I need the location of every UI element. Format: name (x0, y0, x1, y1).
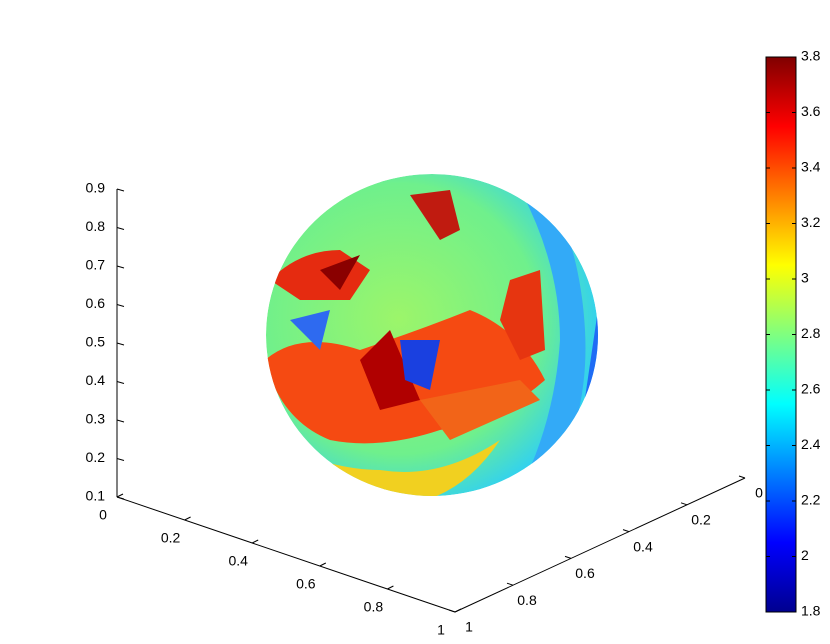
colorbar-tick-label: 2.4 (801, 436, 821, 452)
colorbar (765, 56, 797, 613)
y-tick-label: 0 (755, 485, 763, 501)
x-axis-line (116, 496, 456, 613)
z-tick-label: 0.3 (86, 411, 106, 427)
z-tick-label: 0.4 (86, 372, 106, 388)
z-tick (116, 265, 125, 269)
z-tick (116, 496, 125, 500)
y-tick-label: 0.4 (633, 538, 653, 554)
sphere-surface (266, 174, 598, 496)
x-tick (251, 539, 259, 544)
x-tick (454, 608, 462, 613)
y-axis-line (454, 477, 746, 613)
z-tick-label: 0.7 (86, 257, 106, 273)
y-tick (564, 555, 572, 559)
y-tick-label: 0.2 (691, 512, 711, 528)
y-tick-label: 0.8 (517, 592, 537, 608)
z-tick-label: 0.5 (86, 334, 106, 350)
x-tick-label: 0.2 (161, 530, 181, 546)
x-tick (387, 585, 394, 590)
colorbar-tick-label: 3.4 (801, 159, 821, 175)
x-tick (116, 493, 124, 498)
y-tick (738, 475, 746, 479)
z-tick (116, 304, 125, 307)
y-tick (622, 529, 630, 533)
z-tick-label: 0.2 (86, 449, 106, 465)
colorbar-tick-label: 2.6 (801, 381, 821, 397)
colorbar-tick-label: 1.8 (801, 603, 821, 619)
y-tick-label: 0.6 (575, 565, 595, 581)
colorbar-tick-label: 2 (801, 547, 809, 563)
y-tick (680, 502, 688, 506)
x-tick-label: 0 (99, 507, 107, 523)
x-tick-label: 1 (437, 622, 445, 638)
z-tick (116, 419, 125, 423)
z-tick-label: 0.1 (86, 488, 106, 504)
y-tick (506, 582, 514, 586)
z-tick (116, 342, 125, 346)
z-tick (116, 188, 125, 192)
colorbar-tick-label: 3.8 (801, 48, 821, 64)
z-tick (116, 381, 125, 384)
z-tick (116, 227, 125, 230)
x-tick-label: 0.8 (364, 599, 384, 615)
y-tick-label: 1 (465, 619, 473, 635)
colorbar-tick-label: 3 (801, 270, 809, 286)
y-tick (448, 609, 456, 613)
z-tick-label: 0.6 (86, 295, 106, 311)
colorbar-tick-label: 2.2 (801, 492, 821, 508)
colorbar-tick-label: 3.6 (801, 103, 821, 119)
x-tick (184, 516, 191, 521)
x-tick-label: 0.6 (296, 576, 316, 592)
colorbar-tick-label: 2.8 (801, 325, 821, 341)
z-tick-label: 0.9 (86, 180, 106, 196)
x-tick-label: 0.4 (228, 553, 248, 569)
colorbar-tick-label: 3.2 (801, 214, 821, 230)
z-tick-label: 0.8 (86, 218, 106, 234)
z-tick (116, 458, 125, 461)
x-tick (319, 562, 327, 567)
